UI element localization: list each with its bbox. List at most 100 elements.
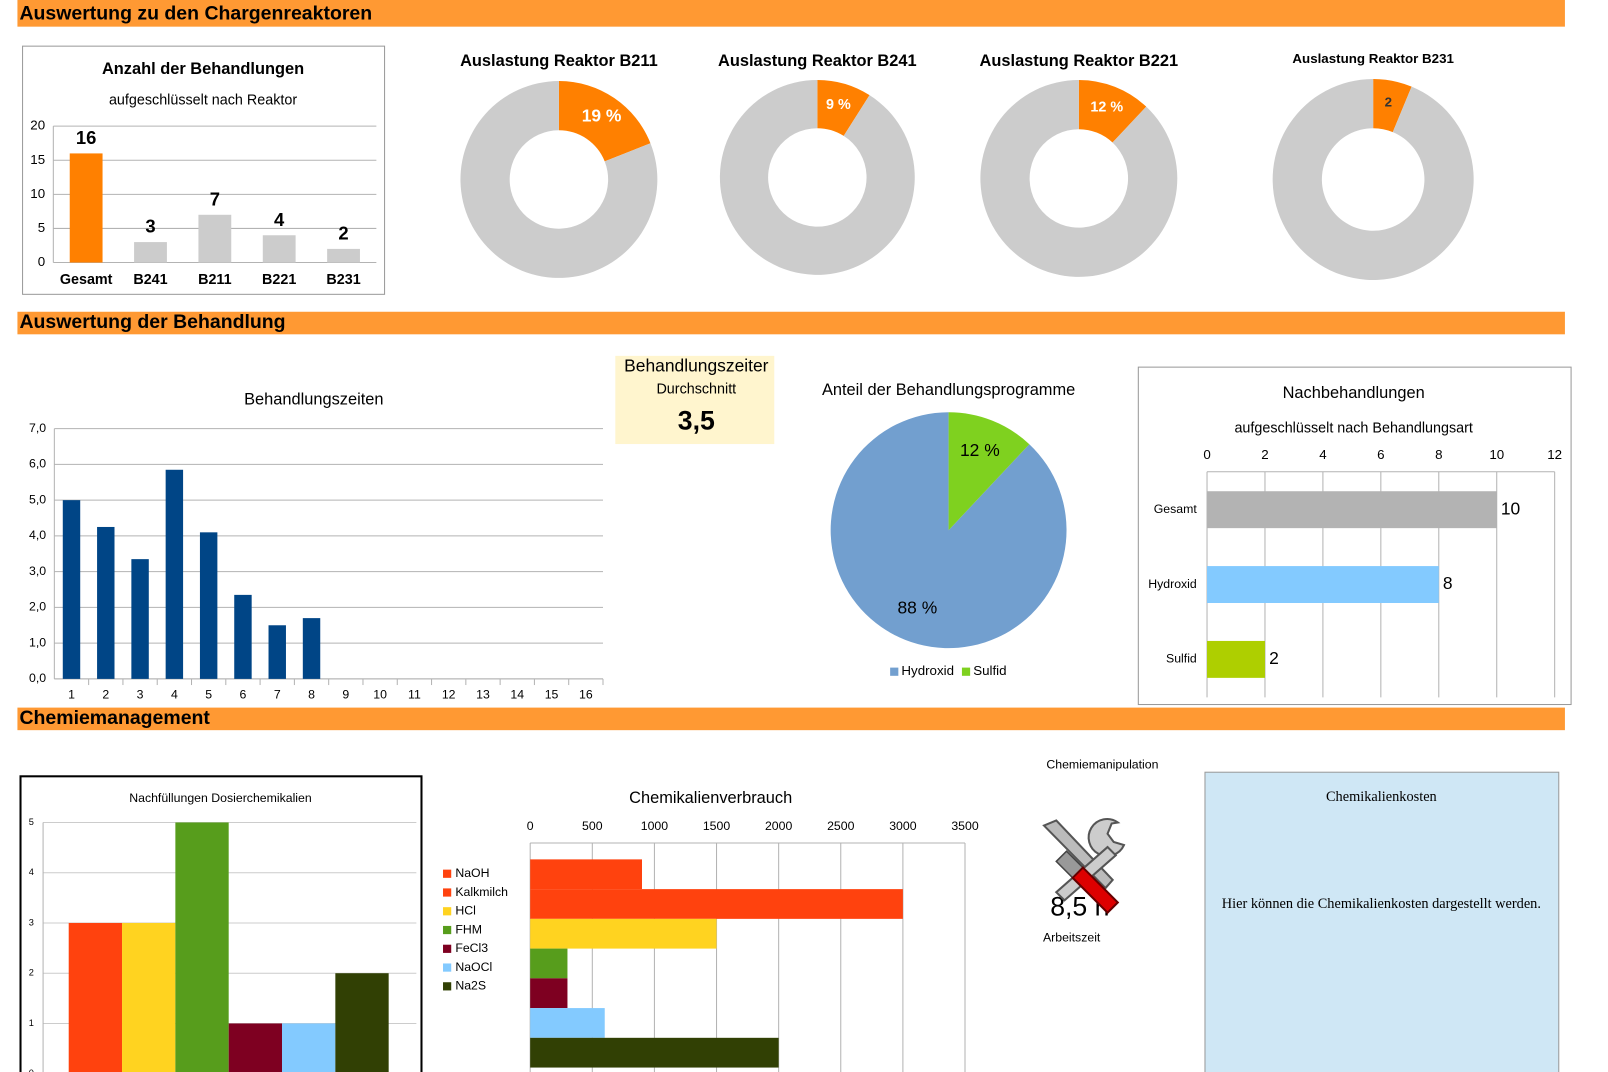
section-title: Auswertung zu den Chargenreaktoren [19,2,372,24]
bar [198,214,232,263]
section-title: Chemiemanagement [19,707,210,729]
cost-box [1204,771,1560,1072]
legend-swatch [890,667,899,676]
bar [234,594,252,679]
bar [530,918,717,949]
y-tick-label: 15 [30,152,45,167]
x-tick-label: B241 [133,272,167,288]
donut-segment [460,81,658,278]
bar [262,235,296,263]
data-label: 16 [76,127,97,148]
x-tick-label: 12 [1547,447,1562,462]
tool-icon [1042,818,1126,915]
data-label: 88 % [897,598,937,618]
legend-label: NaOCl [455,960,492,974]
section-title: Auswertung der Behandlung [19,311,285,333]
y-tick-label: Gesamt [1154,502,1198,516]
data-label: 12 % [960,440,1000,460]
x-tick-label: 8 [1435,447,1442,462]
y-tick-label: 5 [38,220,45,235]
bar [530,859,642,890]
chart-title: Auslastung Reaktor B241 [718,52,917,70]
bar [165,469,184,679]
legend-label: Na2S [455,979,486,993]
content: Auswertung zu den Chargenreaktoren Auswe… [17,0,1572,1072]
bar [282,1023,336,1072]
y-tick-label: Sulfid [1166,652,1197,666]
legend-swatch [443,869,452,878]
donut-segment [980,79,1178,277]
data-label: 2 [1385,95,1392,110]
data-label: 4 [274,209,285,230]
legend-swatch [443,888,452,897]
x-tick-label: 3000 [889,819,917,833]
section-bar [17,0,1565,27]
x-tick-label: 1 [68,688,75,702]
data-label: 12 % [1090,100,1123,116]
chart-title: Auslastung Reaktor B221 [980,52,1179,70]
bar [62,500,81,679]
bar [302,618,321,679]
chart-title: Auslastung Reaktor B211 [460,52,658,70]
legend-swatch [961,667,971,676]
y-tick-label: Hydroxid [1148,577,1197,591]
kpi-value: 3,5 [678,406,715,436]
x-tick-label: 7 [274,688,281,702]
y-tick-label: 2,0 [29,600,46,614]
donut-segment [817,79,870,136]
x-tick-label: 10 [1489,447,1504,462]
x-tick-label: 14 [510,688,524,702]
x-tick-label: 500 [582,819,603,833]
donut-segment [1272,78,1474,280]
x-tick-label: 8 [308,688,315,702]
kpi-box [615,355,775,445]
donut-segment [1078,79,1147,143]
legend-swatch [443,963,452,972]
x-tick-label: 2000 [765,819,793,833]
legend-label: Sulfid [973,663,1006,678]
data-label: 8 [1443,573,1453,593]
data-label: 9 % [826,97,851,113]
legend-label: FHM [455,922,482,936]
y-tick-label: 3,0 [29,564,46,578]
chart-title: Nachfüllungen Dosierchemikalien [129,791,312,805]
section-bar [17,707,1565,731]
data-label: 2 [338,222,348,243]
bar [530,978,568,1009]
bar [327,248,360,263]
y-tick-label: 7,0 [29,421,46,435]
legend-label: NaOH [455,866,489,880]
x-tick-label: 5 [205,688,212,702]
y-tick-label: 5 [29,817,34,827]
y-tick-label: 0 [29,1068,34,1072]
bar [175,822,229,1072]
donut-segment [558,81,651,162]
legend-swatch [443,944,452,953]
x-tick-label: 16 [579,688,593,702]
y-tick-label: 0 [38,254,45,269]
tool-label: Arbeitszeit [1043,931,1101,945]
chart-title: Behandlungszeiten [244,390,383,408]
y-tick-label: 6,0 [29,457,46,471]
x-tick-label: 0 [527,819,534,833]
y-tick-label: 4 [29,867,34,877]
bar [122,922,176,1072]
x-tick-label: 6 [1377,447,1384,462]
data-label: 3 [145,216,155,237]
bar [134,242,167,263]
cost-title: Chemikalienkosten [1326,789,1437,805]
data-label: 2 [1269,648,1279,668]
bar [68,922,123,1072]
bar [69,153,103,263]
x-tick-label: 13 [476,688,490,702]
x-tick-label: 1500 [703,819,731,833]
x-tick-label: 3 [137,688,144,702]
chart-title: Nachbehandlungen [1283,384,1425,402]
x-tick-label: 10 [373,688,387,702]
bar [530,1037,779,1068]
chart-subtitle: aufgeschlüsselt nach Reaktor [109,92,297,108]
x-tick-label: B221 [262,272,296,288]
legend-label: HCl [455,904,476,918]
donut-segment [1373,78,1412,133]
